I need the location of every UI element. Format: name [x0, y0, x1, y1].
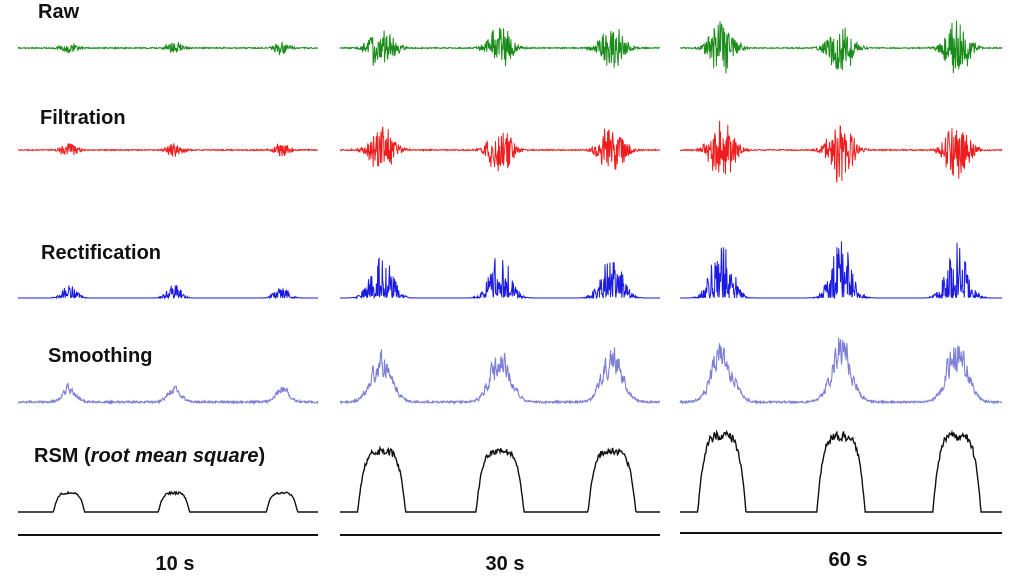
waveform-raw-10s [17, 41, 319, 56]
waveform-filtration-60s [679, 120, 1003, 183]
waveform-raw-30s [339, 27, 661, 68]
row-label-rms: RSM (root mean square) [34, 446, 265, 466]
waveform-smoothing-10s [17, 382, 319, 406]
row-label-filtration: Filtration [40, 107, 126, 129]
waveform-smoothing-30s [339, 347, 661, 406]
waveform-filtration-30s [339, 126, 661, 172]
waveform-rms-10s [18, 490, 318, 513]
waveform-rms-30s [340, 445, 660, 513]
column-label-60s: 60 s [828, 549, 868, 571]
row-label-smoothing: Smoothing [48, 345, 153, 367]
waveform-rectification-30s [340, 257, 660, 300]
row-label-raw: Raw [38, 1, 80, 23]
waveform-raw-60s [679, 20, 1003, 74]
row-label-rectification: Rectification [41, 242, 162, 264]
waveform-smoothing-60s [679, 337, 1003, 405]
waveform-rectification-60s [680, 241, 1002, 300]
waveform-rectification-10s [18, 285, 318, 300]
rms-label-tail: ) [258, 445, 266, 467]
rms-label-main: RSM ( [34, 445, 91, 467]
rms-label-italic: root mean square [90, 445, 259, 467]
waveform-rms-60s [680, 429, 1002, 513]
waveform-filtration-10s [17, 143, 318, 157]
column-label-10s: 10 s [155, 553, 195, 575]
column-label-30s: 30 s [485, 553, 525, 575]
